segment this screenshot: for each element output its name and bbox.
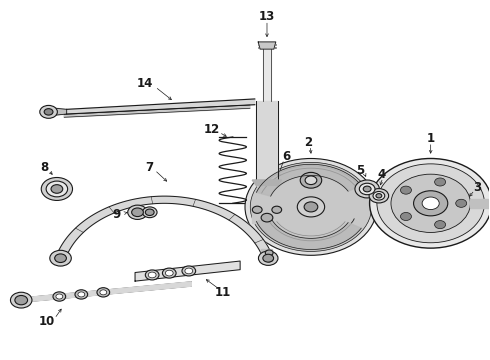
Circle shape bbox=[258, 251, 278, 265]
Circle shape bbox=[97, 288, 110, 297]
Polygon shape bbox=[252, 203, 282, 223]
Circle shape bbox=[182, 266, 196, 276]
Circle shape bbox=[146, 270, 159, 280]
Circle shape bbox=[40, 105, 57, 118]
Polygon shape bbox=[256, 180, 278, 203]
Circle shape bbox=[265, 256, 273, 262]
Polygon shape bbox=[252, 180, 282, 185]
Circle shape bbox=[456, 199, 466, 207]
Polygon shape bbox=[67, 99, 255, 114]
Polygon shape bbox=[263, 49, 271, 101]
Circle shape bbox=[355, 180, 379, 198]
Circle shape bbox=[53, 292, 66, 301]
Polygon shape bbox=[64, 105, 250, 117]
Circle shape bbox=[50, 250, 72, 266]
Circle shape bbox=[15, 296, 27, 305]
Circle shape bbox=[132, 208, 144, 217]
Circle shape bbox=[146, 209, 154, 216]
Circle shape bbox=[162, 268, 176, 278]
Circle shape bbox=[56, 294, 63, 299]
Polygon shape bbox=[45, 107, 67, 116]
Text: 6: 6 bbox=[282, 150, 291, 163]
Circle shape bbox=[422, 197, 439, 210]
Circle shape bbox=[304, 202, 318, 212]
Circle shape bbox=[435, 178, 445, 186]
Circle shape bbox=[263, 254, 273, 262]
Circle shape bbox=[165, 270, 173, 276]
Circle shape bbox=[265, 250, 273, 256]
Circle shape bbox=[377, 164, 485, 243]
Text: 12: 12 bbox=[204, 123, 220, 136]
Text: 11: 11 bbox=[215, 287, 231, 300]
Circle shape bbox=[41, 177, 73, 201]
Polygon shape bbox=[21, 282, 191, 302]
Polygon shape bbox=[261, 249, 272, 262]
Text: 8: 8 bbox=[41, 161, 49, 174]
Circle shape bbox=[376, 194, 382, 198]
Circle shape bbox=[51, 185, 63, 193]
Circle shape bbox=[300, 172, 322, 188]
Polygon shape bbox=[256, 101, 278, 180]
Circle shape bbox=[369, 158, 490, 248]
Circle shape bbox=[185, 268, 193, 274]
Circle shape bbox=[305, 176, 317, 185]
Circle shape bbox=[359, 183, 375, 195]
Circle shape bbox=[46, 181, 68, 197]
Circle shape bbox=[78, 292, 85, 297]
Circle shape bbox=[369, 189, 389, 203]
Circle shape bbox=[148, 272, 156, 278]
Circle shape bbox=[373, 192, 385, 200]
Circle shape bbox=[414, 191, 448, 216]
Polygon shape bbox=[470, 199, 490, 208]
Circle shape bbox=[391, 174, 470, 233]
Text: 9: 9 bbox=[113, 208, 121, 221]
Polygon shape bbox=[256, 218, 361, 249]
Circle shape bbox=[75, 290, 88, 299]
Text: 2: 2 bbox=[304, 136, 313, 149]
Circle shape bbox=[245, 158, 377, 255]
Circle shape bbox=[261, 213, 273, 222]
Text: 5: 5 bbox=[356, 164, 365, 177]
Polygon shape bbox=[256, 164, 361, 196]
Circle shape bbox=[55, 254, 67, 262]
Polygon shape bbox=[135, 261, 240, 281]
Circle shape bbox=[363, 186, 371, 192]
Circle shape bbox=[128, 205, 147, 220]
Circle shape bbox=[252, 206, 262, 213]
Circle shape bbox=[400, 212, 412, 221]
Circle shape bbox=[297, 197, 325, 217]
Polygon shape bbox=[57, 196, 273, 259]
Circle shape bbox=[10, 292, 32, 308]
Text: 14: 14 bbox=[137, 77, 153, 90]
Text: 4: 4 bbox=[378, 168, 386, 181]
Text: 13: 13 bbox=[259, 10, 275, 23]
Text: 3: 3 bbox=[473, 181, 481, 194]
Circle shape bbox=[400, 186, 412, 194]
Circle shape bbox=[250, 162, 371, 251]
Text: 10: 10 bbox=[39, 315, 55, 328]
Circle shape bbox=[272, 206, 282, 213]
Text: 1: 1 bbox=[427, 132, 435, 145]
Circle shape bbox=[100, 290, 107, 295]
Circle shape bbox=[143, 207, 157, 218]
Circle shape bbox=[435, 221, 445, 229]
Polygon shape bbox=[258, 42, 276, 49]
Text: 7: 7 bbox=[146, 161, 154, 174]
Circle shape bbox=[44, 109, 53, 115]
